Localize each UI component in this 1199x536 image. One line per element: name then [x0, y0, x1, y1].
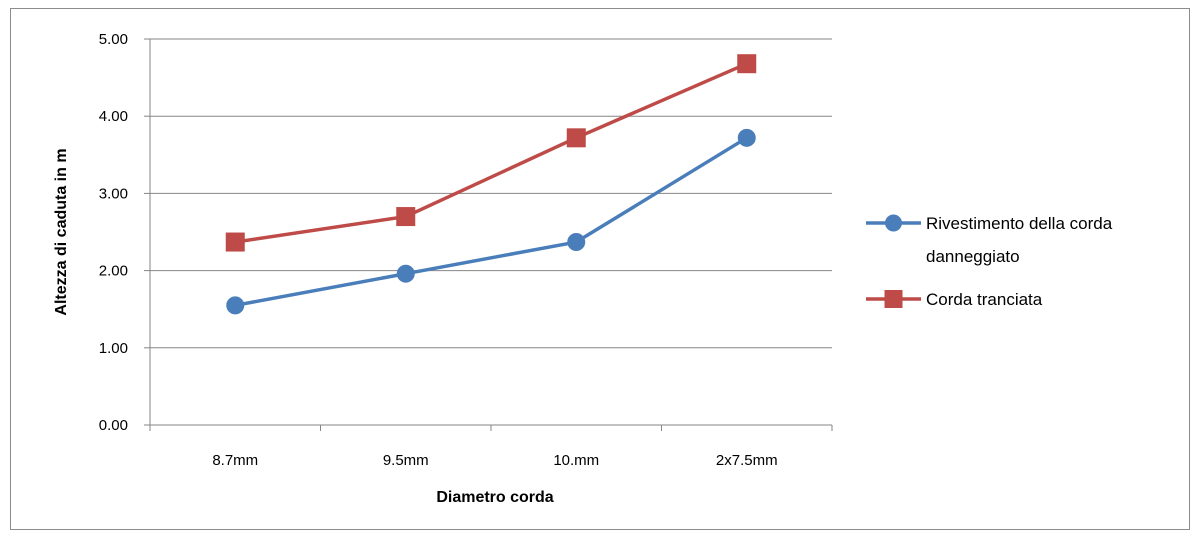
data-point	[566, 128, 586, 148]
data-point	[396, 207, 416, 227]
y-tick-label: 3.00	[99, 185, 128, 202]
data-point	[396, 264, 415, 283]
y-tick-label: 4.00	[99, 108, 128, 125]
x-tick-label: 8.7mm	[212, 452, 258, 469]
legend-item-2: Corda tranciata	[866, 290, 1043, 309]
data-point	[226, 296, 245, 315]
series-2	[225, 54, 757, 252]
legend-marker	[885, 214, 902, 232]
series-layer	[225, 54, 757, 315]
chart-frame	[10, 8, 1190, 530]
x-tick-label: 2x7.5mm	[716, 452, 778, 469]
data-point	[737, 54, 757, 74]
legend-label-line: Rivestimento della corda	[926, 214, 1113, 233]
data-point	[737, 128, 756, 147]
y-tick-label: 5.00	[99, 31, 128, 48]
y-tick-label: 2.00	[99, 263, 128, 280]
x-tick-label: 9.5mm	[383, 452, 429, 469]
x-tick-label: 10.mm	[553, 452, 599, 469]
x-axis-title: Diametro corda	[436, 489, 553, 506]
legend-label: Rivestimento della corda danneggiato	[926, 214, 1113, 266]
gridlines	[150, 38, 832, 349]
legend: Rivestimento della corda danneggiato Corda…	[866, 214, 1113, 309]
legend-item-1: Rivestimento della corda danneggiato	[866, 214, 1113, 266]
series-1	[226, 128, 756, 315]
axes	[144, 38, 833, 431]
y-axis-title: Altezza di caduta in m	[53, 148, 70, 315]
tick-labels: 0.00 1.00 2.00 3.00 4.00 5.00 8.7mm 9.5mm 10.mm 2…	[99, 31, 778, 469]
series-line	[234, 136, 748, 308]
legend-label: Corda tranciata	[926, 290, 1043, 309]
series-line	[234, 62, 748, 244]
legend-marker	[884, 290, 903, 308]
y-tick-label: 1.00	[99, 340, 128, 357]
data-point	[225, 232, 245, 252]
y-tick-label: 0.00	[99, 417, 128, 434]
legend-label-line: danneggiato	[926, 247, 1020, 266]
data-point	[567, 233, 586, 252]
